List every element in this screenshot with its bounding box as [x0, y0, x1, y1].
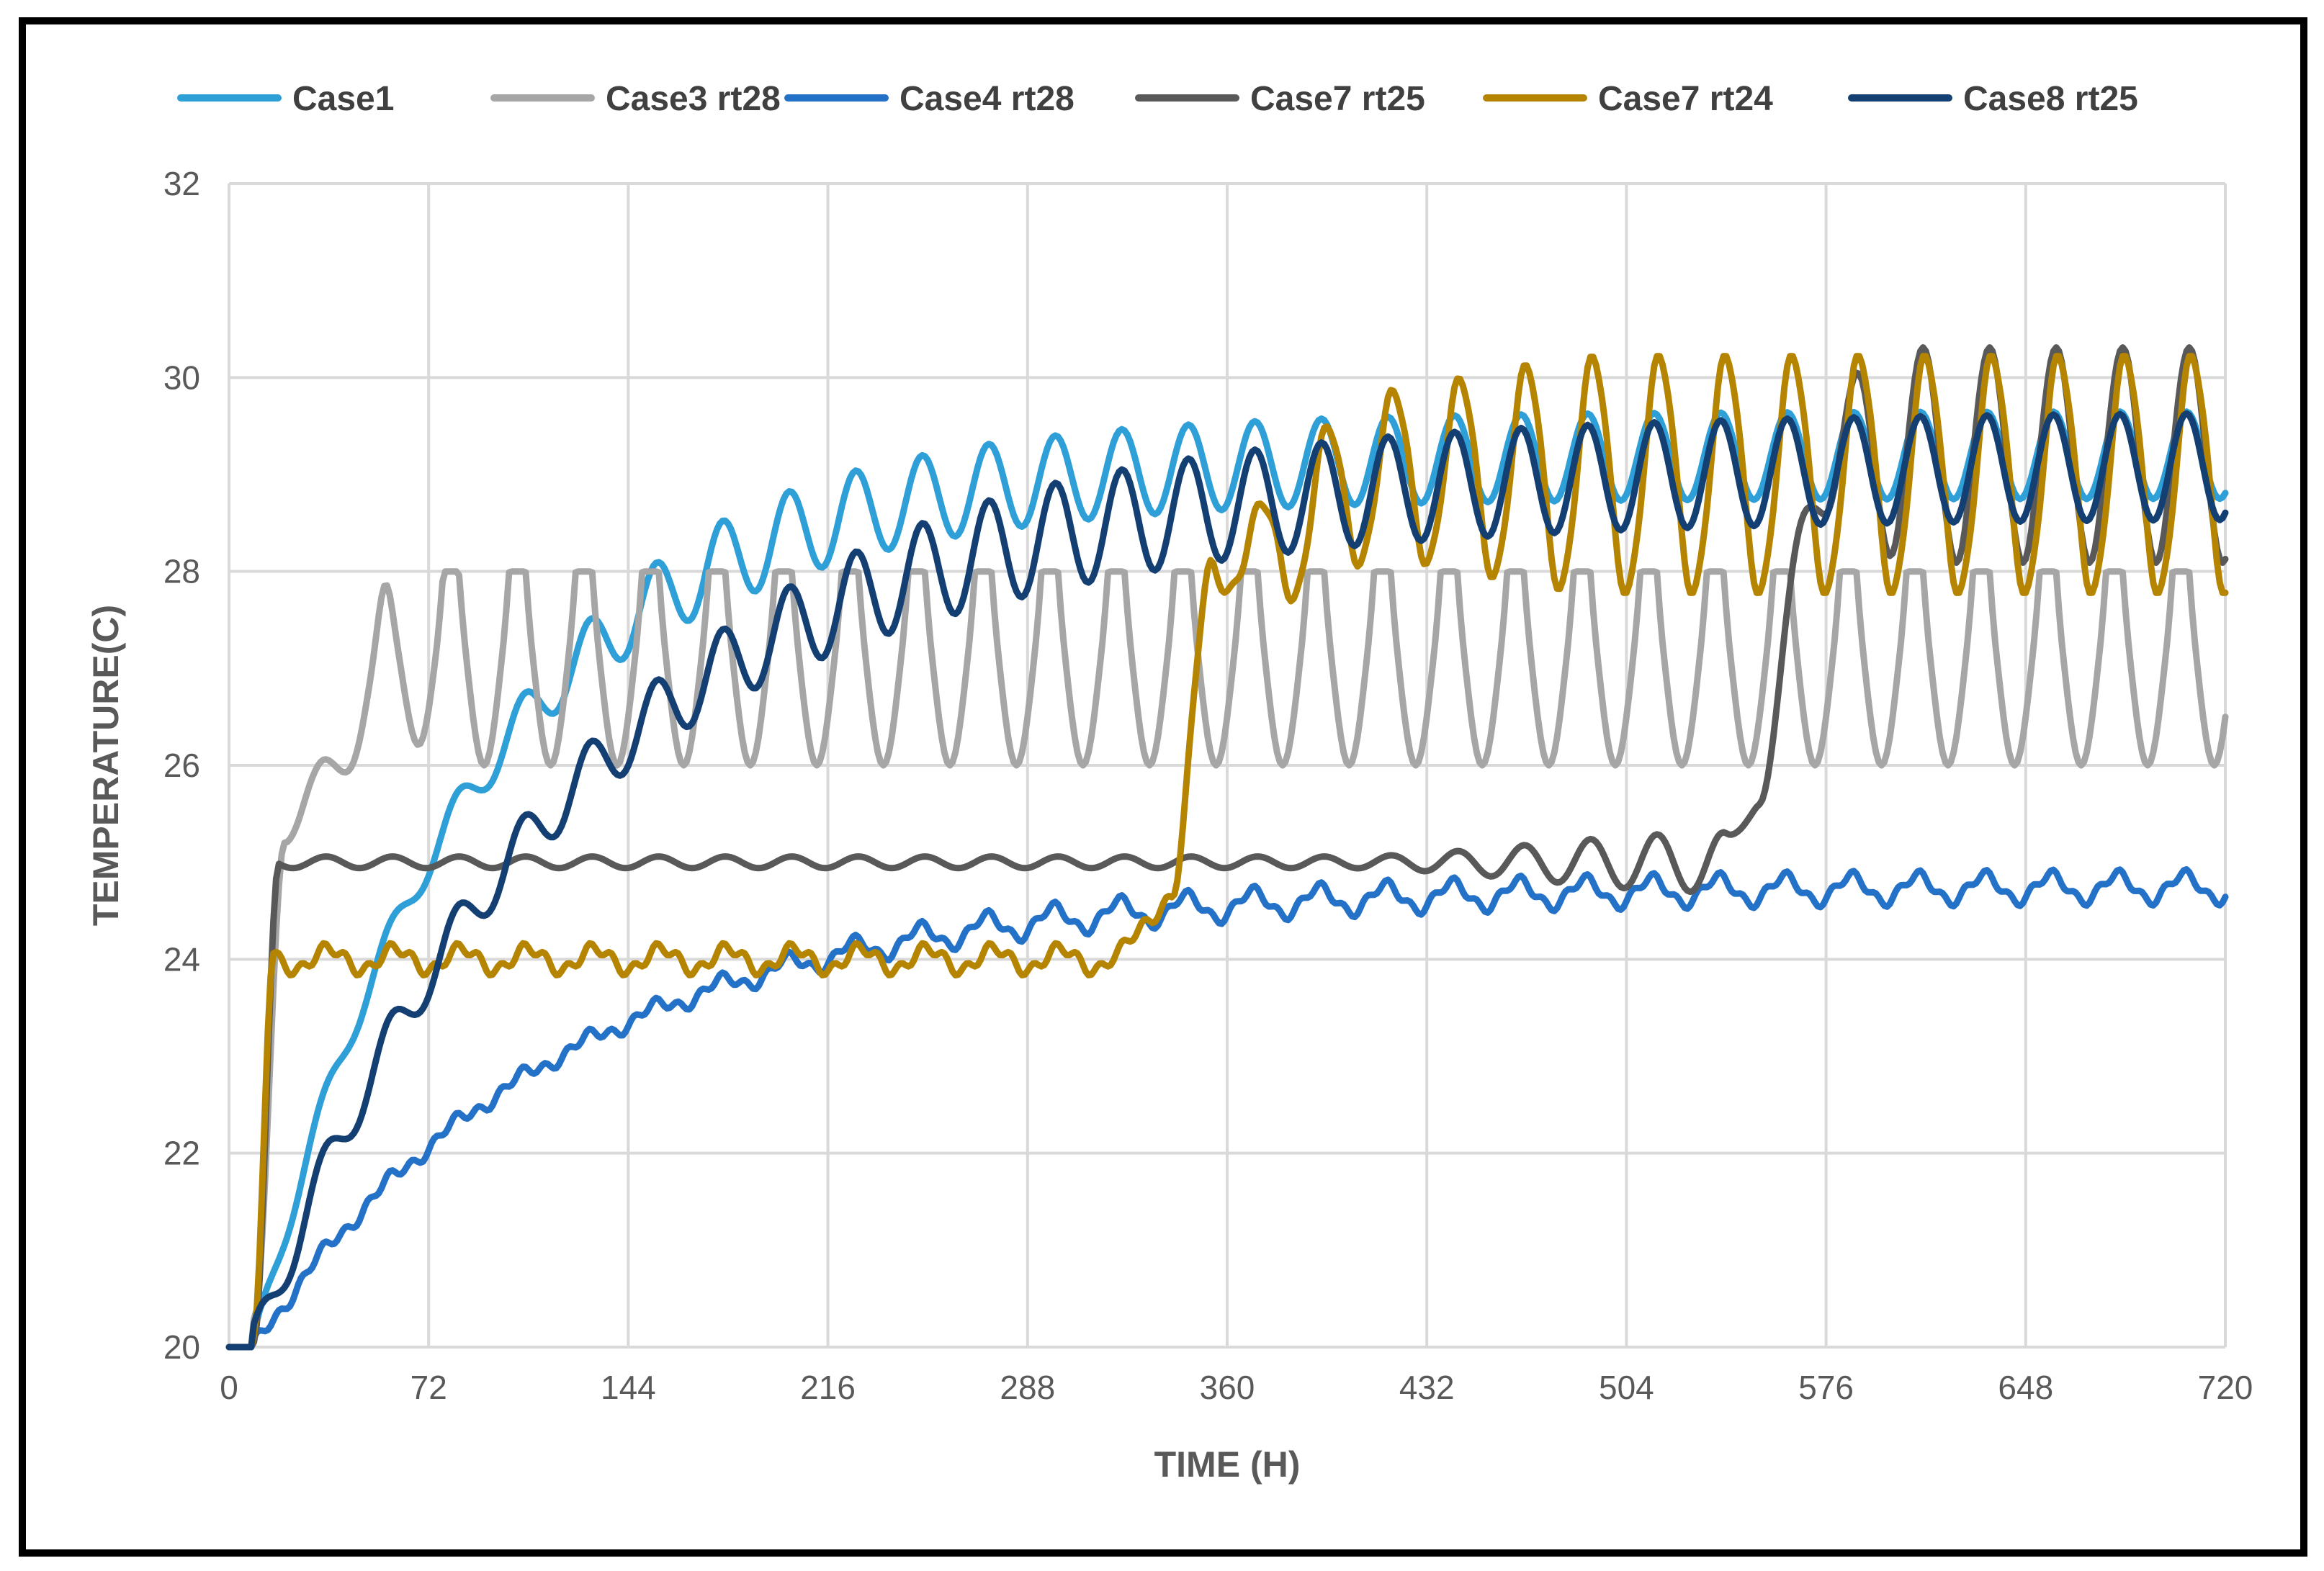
- line-chart: 20 22 24 26 28 30 32 0 72 144 216 288 360 432 504 576 6…: [86, 80, 2253, 1485]
- y-tick-label: 24: [163, 940, 200, 978]
- grid: [228, 182, 2227, 1349]
- y-tick-label: 28: [163, 553, 200, 590]
- series-line-5: [225, 353, 2229, 1351]
- x-tick-label: 144: [601, 1369, 656, 1406]
- x-tick-label: 504: [1599, 1369, 1654, 1406]
- y-tick-label: 22: [163, 1135, 200, 1172]
- legend-label-6: Case8 rt25: [1963, 80, 2138, 118]
- legend: Case1 Case3 rt28 Case4 rt28 Case7 rt25 Case7…: [177, 80, 2138, 118]
- y-tick-label: 30: [163, 359, 200, 396]
- legend-label-1: Case1: [292, 80, 394, 118]
- x-tick-label: 360: [1200, 1369, 1255, 1406]
- x-axis-title: TIME (H): [1154, 1444, 1301, 1485]
- x-tick-label: 288: [1000, 1369, 1055, 1406]
- series-line-6: [225, 410, 2229, 1351]
- y-tick-labels: 20 22 24 26 28 30 32: [163, 165, 200, 1366]
- chart-frame: 20 22 24 26 28 30 32 0 72 144 216 288 360 432 504 576 6…: [19, 17, 2307, 1557]
- series-line-2: [225, 568, 2229, 1351]
- x-tick-label: 648: [1998, 1369, 2053, 1406]
- x-tick-label: 72: [410, 1369, 447, 1406]
- series-group: [225, 344, 2229, 1351]
- legend-label-2: Case3 rt28: [606, 80, 781, 118]
- x-tick-label: 720: [2198, 1369, 2253, 1406]
- x-tick-labels: 0 72 144 216 288 360 432 504 576 648 720: [220, 1369, 2253, 1406]
- x-tick-label: 216: [800, 1369, 856, 1406]
- y-tick-label: 20: [163, 1328, 200, 1366]
- legend-label-5: Case7 rt24: [1598, 80, 1773, 118]
- x-tick-label: 432: [1399, 1369, 1455, 1406]
- legend-label-4: Case7 rt25: [1250, 80, 1425, 118]
- series-line-4: [225, 344, 2229, 1351]
- y-tick-label: 32: [163, 165, 200, 202]
- legend-label-3: Case4 rt28: [899, 80, 1074, 118]
- y-tick-label: 26: [163, 747, 200, 784]
- series-line-3: [225, 866, 2229, 1351]
- x-tick-label: 576: [1798, 1369, 1854, 1406]
- x-tick-label: 0: [220, 1369, 238, 1406]
- y-axis-title: TEMPERATURE(C): [86, 605, 126, 926]
